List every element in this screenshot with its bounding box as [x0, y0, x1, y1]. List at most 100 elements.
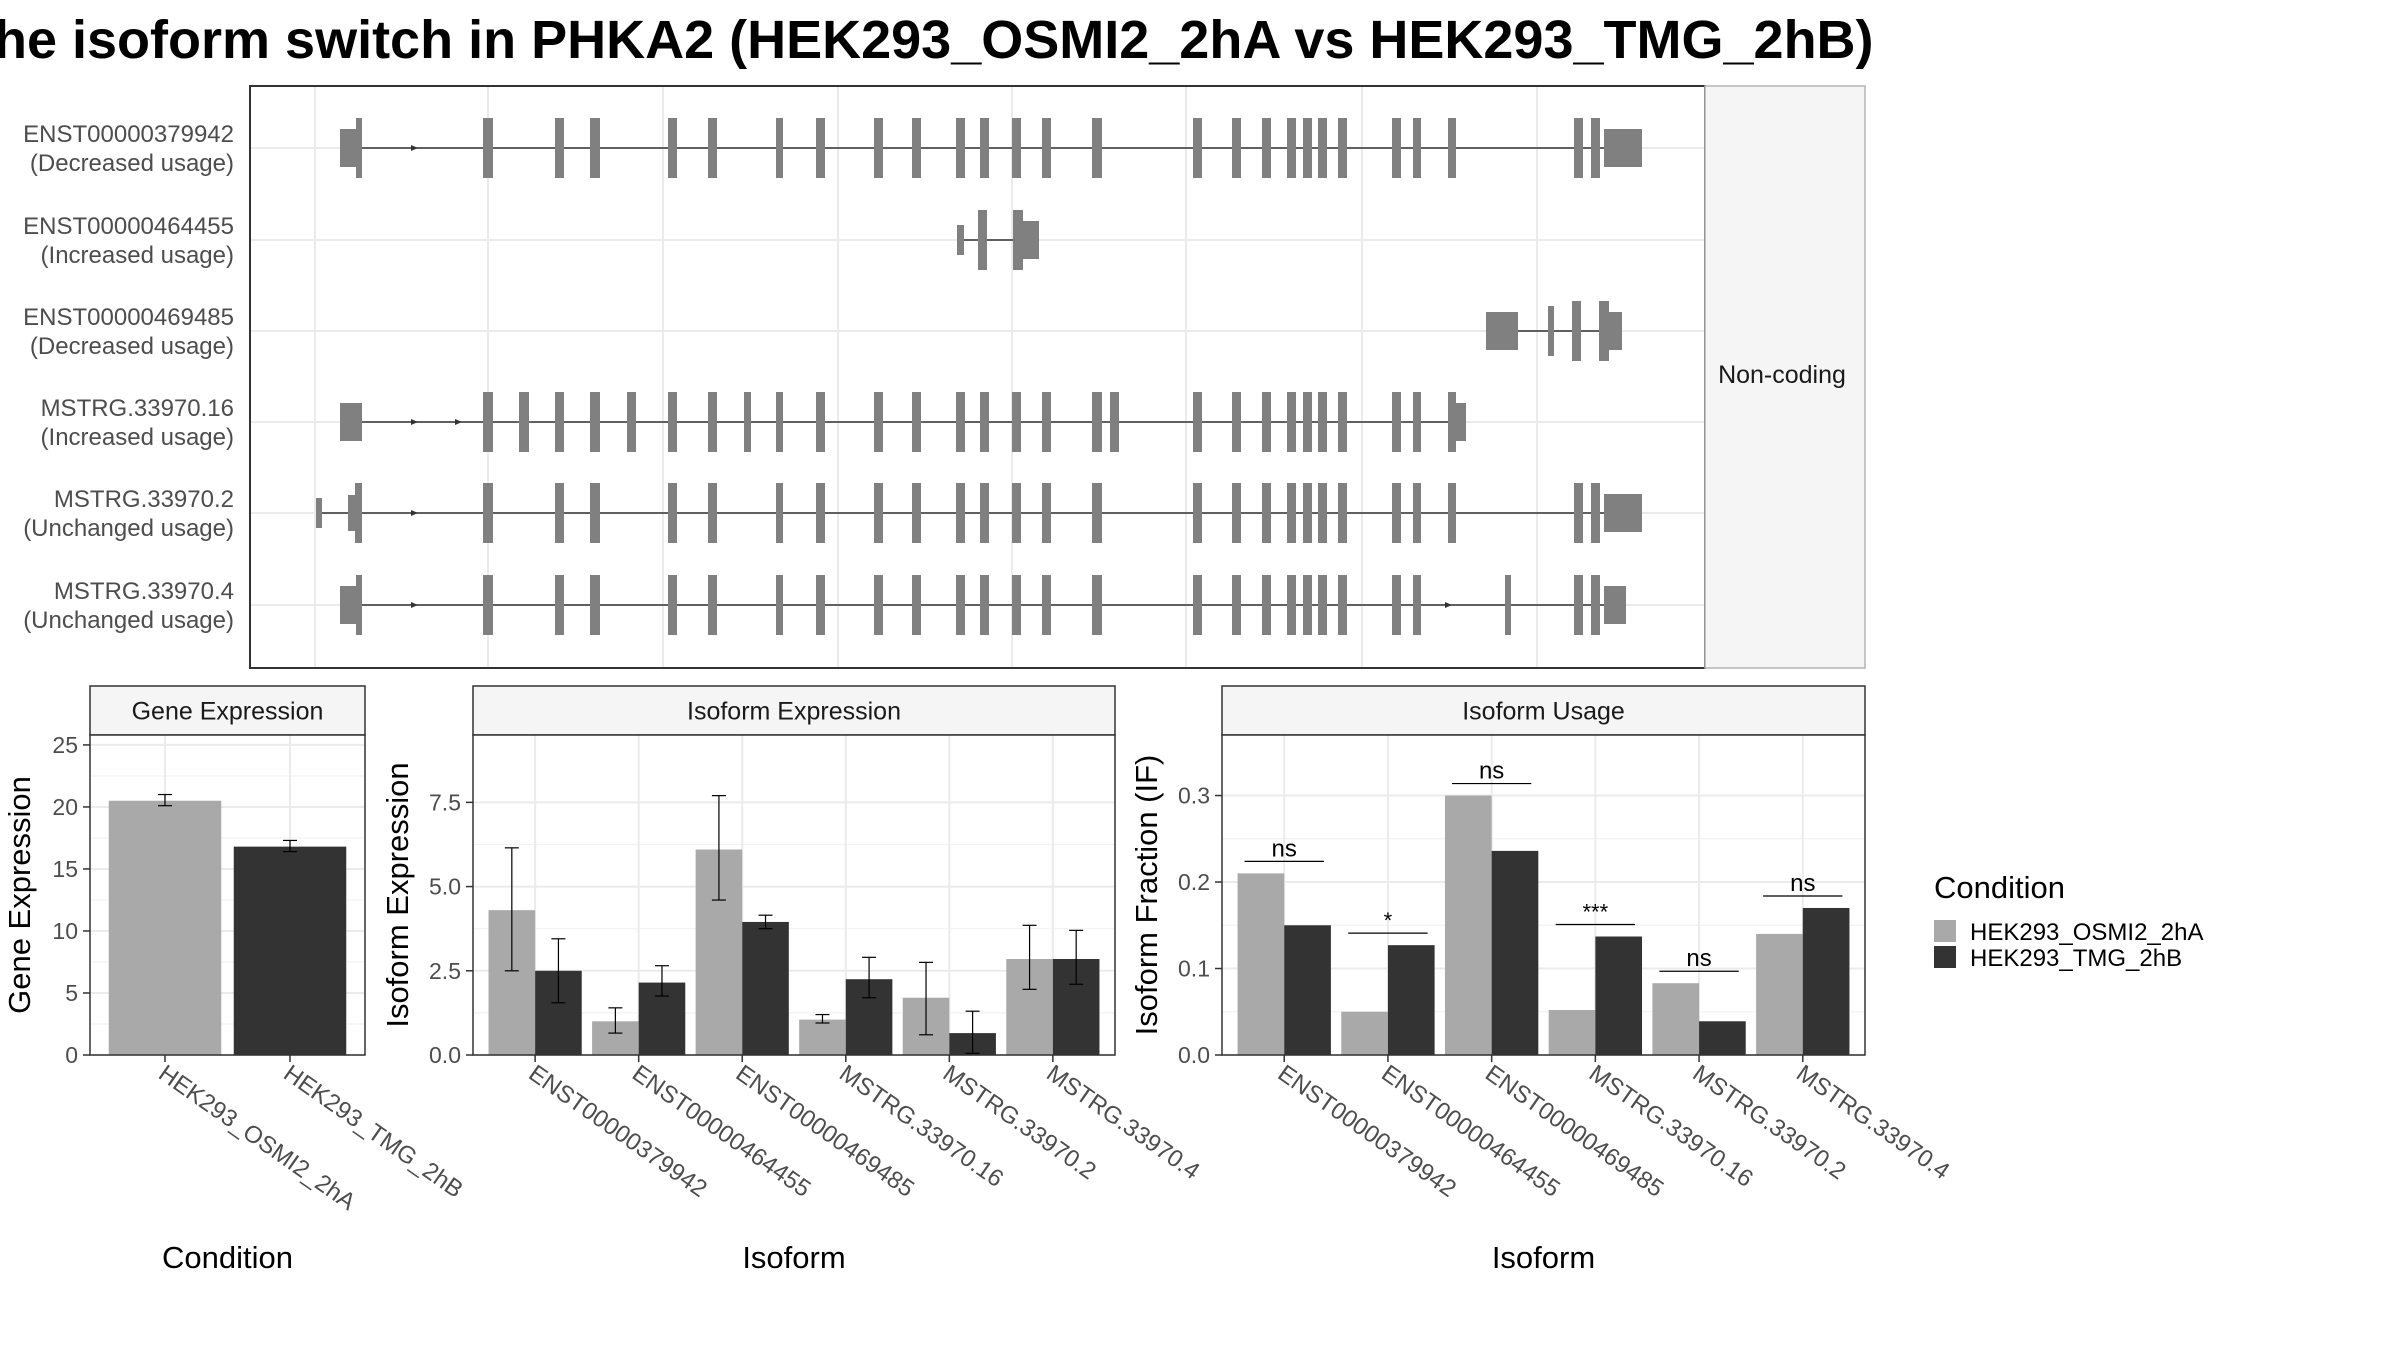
exon-block: [816, 575, 825, 635]
exon-block: [1092, 392, 1102, 452]
exon-block: [555, 392, 564, 452]
exon-block: [1486, 312, 1518, 350]
plot-border: [1221, 734, 1866, 1056]
exon-block: [980, 575, 989, 635]
transcript-model-1: [340, 118, 1642, 178]
bar: [1444, 795, 1492, 1055]
exon-block: [1193, 118, 1202, 178]
exon-block: [1604, 586, 1626, 624]
exon-block: [1012, 392, 1021, 452]
exon-block: [627, 392, 636, 452]
exon-block: [1448, 118, 1456, 178]
exon-block: [1013, 210, 1023, 270]
transcript-model-3: [1486, 301, 1622, 361]
exon-block: [1591, 118, 1600, 178]
exon-block: [1012, 575, 1021, 635]
exon-block: [1012, 483, 1021, 543]
exon-block: [356, 575, 362, 635]
exon-block: [1413, 392, 1421, 452]
exon-block: [1287, 575, 1296, 635]
x-axis-title: Isoform: [1492, 1240, 1595, 1275]
x-tick-label: HEK293_OSMI2_2hA: [154, 1060, 361, 1216]
exon-block: [1042, 483, 1051, 543]
transcript-id-label: ENST00000379942: [23, 121, 234, 148]
exon-block: [1318, 118, 1327, 178]
bar: [1341, 1011, 1388, 1055]
y-tick-label: 2.5: [429, 958, 461, 984]
y-tick-label: 15: [52, 856, 78, 882]
exon-block: [776, 392, 783, 452]
exon-block: [1193, 392, 1202, 452]
exon-block: [1413, 575, 1421, 635]
y-tick-label: 10: [52, 918, 78, 944]
exon-block: [1318, 483, 1327, 543]
transcript-model-2: [957, 210, 1039, 270]
y-tick-label: 0.1: [1178, 956, 1210, 982]
legend-title: Condition: [1934, 870, 2065, 905]
exon-block: [1303, 118, 1312, 178]
exon-block: [1287, 118, 1296, 178]
strand-arrow: [411, 510, 418, 516]
structure-plot-area: [250, 86, 1705, 668]
transcript-model-6: [340, 575, 1626, 635]
exon-block: [340, 586, 360, 624]
exon-block: [668, 483, 677, 543]
transcript-id-label: MSTRG.33970.4: [54, 578, 234, 605]
panel-title: Isoform Expression: [687, 698, 901, 726]
panel-title: Isoform Usage: [1462, 698, 1625, 726]
exon-block: [1452, 403, 1466, 441]
exon-block: [816, 483, 825, 543]
exon-block: [956, 483, 965, 543]
exon-block: [555, 118, 564, 178]
y-tick-label: 0.0: [1178, 1042, 1210, 1068]
bar: [1491, 850, 1539, 1055]
exon-block: [776, 118, 783, 178]
isoform-usage-panel: Isoform Usage ns * ns *** ns ns 0.0 0.1 0.2 0.3 ENS…: [1129, 685, 1954, 1275]
transcript-model-4: [340, 392, 1466, 452]
y-tick-label: 0.2: [1178, 869, 1210, 895]
exon-block: [1591, 483, 1600, 543]
exon-block: [590, 118, 600, 178]
significance-label: *: [1384, 908, 1393, 933]
y-axis-title: Isoform Fraction (IF): [1129, 755, 1164, 1036]
plot-border: [472, 734, 1116, 1056]
exon-block: [1042, 575, 1051, 635]
exon-block: [1448, 483, 1456, 543]
x-tick-label: ENST00000379942: [524, 1060, 712, 1203]
structure-strip: [1704, 85, 1866, 669]
panel-title: Gene Expression: [132, 698, 324, 726]
exon-block: [956, 575, 965, 635]
x-tick-label: ENST00000464455: [1376, 1060, 1564, 1203]
bar: [1237, 873, 1285, 1055]
exon-block: [1413, 483, 1421, 543]
legend-label-tmg: HEK293_TMG_2hB: [1970, 945, 2182, 972]
exon-block: [668, 392, 677, 452]
transcript-model-5: [316, 483, 1642, 543]
exon-block: [1338, 118, 1347, 178]
exon-block: [708, 392, 717, 452]
exon-block: [340, 403, 362, 441]
exon-block: [1042, 118, 1051, 178]
exon-block: [483, 575, 493, 635]
condition-legend: Condition HEK293_OSMI2_2hA HEK293_TMG_2h…: [1934, 870, 2203, 972]
exon-block: [316, 498, 322, 528]
exon-block: [1303, 483, 1312, 543]
exon-block: [708, 118, 717, 178]
exon-block: [1232, 392, 1241, 452]
exon-block: [1392, 575, 1401, 635]
exon-block: [816, 118, 825, 178]
exon-block: [1591, 575, 1600, 635]
transcript-id-label: MSTRG.33970.16: [41, 395, 234, 422]
x-tick-label: ENST00000379942: [1273, 1060, 1461, 1203]
exon-block: [1392, 483, 1401, 543]
x-axis-title: Condition: [162, 1240, 293, 1275]
exon-block: [1599, 301, 1609, 361]
x-tick-label: ENST00000469485: [731, 1060, 919, 1203]
y-axis-title: Gene Expression: [2, 776, 37, 1014]
y-tick-label: 7.5: [429, 789, 461, 815]
exon-block: [1262, 575, 1271, 635]
exon-block: [519, 392, 529, 452]
exon-block: [1232, 575, 1241, 635]
exon-block: [816, 392, 825, 452]
exon-block: [1287, 483, 1296, 543]
